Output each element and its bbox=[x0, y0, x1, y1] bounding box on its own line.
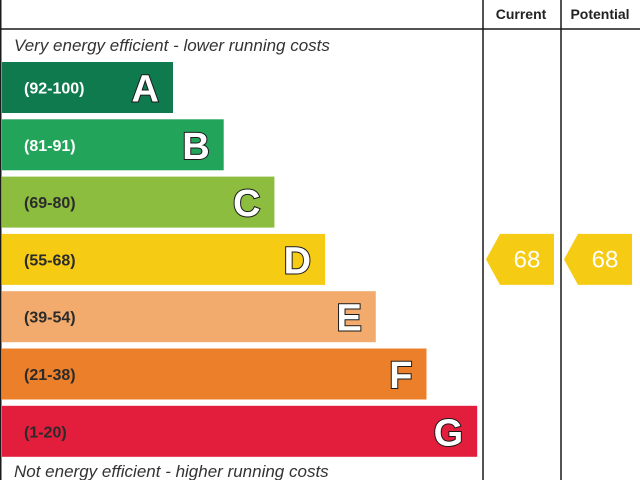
current-column-header: Current bbox=[496, 6, 547, 22]
band-b-bar bbox=[2, 119, 224, 171]
band-a-range: (92-100) bbox=[24, 81, 84, 98]
band-c-bar bbox=[2, 176, 275, 228]
band-g-range: (1-20) bbox=[24, 424, 67, 441]
band-a-letter: A bbox=[132, 69, 159, 111]
rating-bands: (92-100) A (81-91) B (69-80) C (55-68) D (39-54)… bbox=[2, 62, 478, 457]
top-caption: Very energy efficient - lower running co… bbox=[14, 36, 330, 55]
rating-markers: 68 68 bbox=[486, 233, 632, 285]
potential-rating-value: 68 bbox=[592, 246, 619, 273]
potential-rating-arrow bbox=[564, 233, 632, 285]
band-e-bar bbox=[2, 291, 376, 343]
band-d-letter: D bbox=[284, 240, 311, 282]
band-a-bar bbox=[2, 62, 173, 113]
band-c-range: (69-80) bbox=[24, 195, 76, 212]
band-d-bar bbox=[2, 233, 326, 285]
current-rating-value: 68 bbox=[514, 246, 541, 273]
band-f-letter: F bbox=[389, 355, 412, 397]
band-e-range: (39-54) bbox=[24, 310, 76, 327]
band-c-letter: C bbox=[233, 183, 260, 225]
band-d-range: (55-68) bbox=[24, 252, 76, 269]
band-b-letter: B bbox=[182, 126, 209, 168]
potential-column-header: Potential bbox=[570, 6, 629, 22]
band-b-range: (81-91) bbox=[24, 138, 76, 155]
bottom-caption: Not energy efficient - higher running co… bbox=[14, 462, 329, 480]
band-f-range: (21-38) bbox=[24, 367, 76, 384]
band-g-letter: G bbox=[434, 412, 464, 454]
band-g-bar bbox=[2, 405, 478, 457]
current-rating-arrow bbox=[486, 233, 554, 285]
band-f-bar bbox=[2, 348, 427, 400]
band-e-letter: E bbox=[336, 298, 361, 340]
